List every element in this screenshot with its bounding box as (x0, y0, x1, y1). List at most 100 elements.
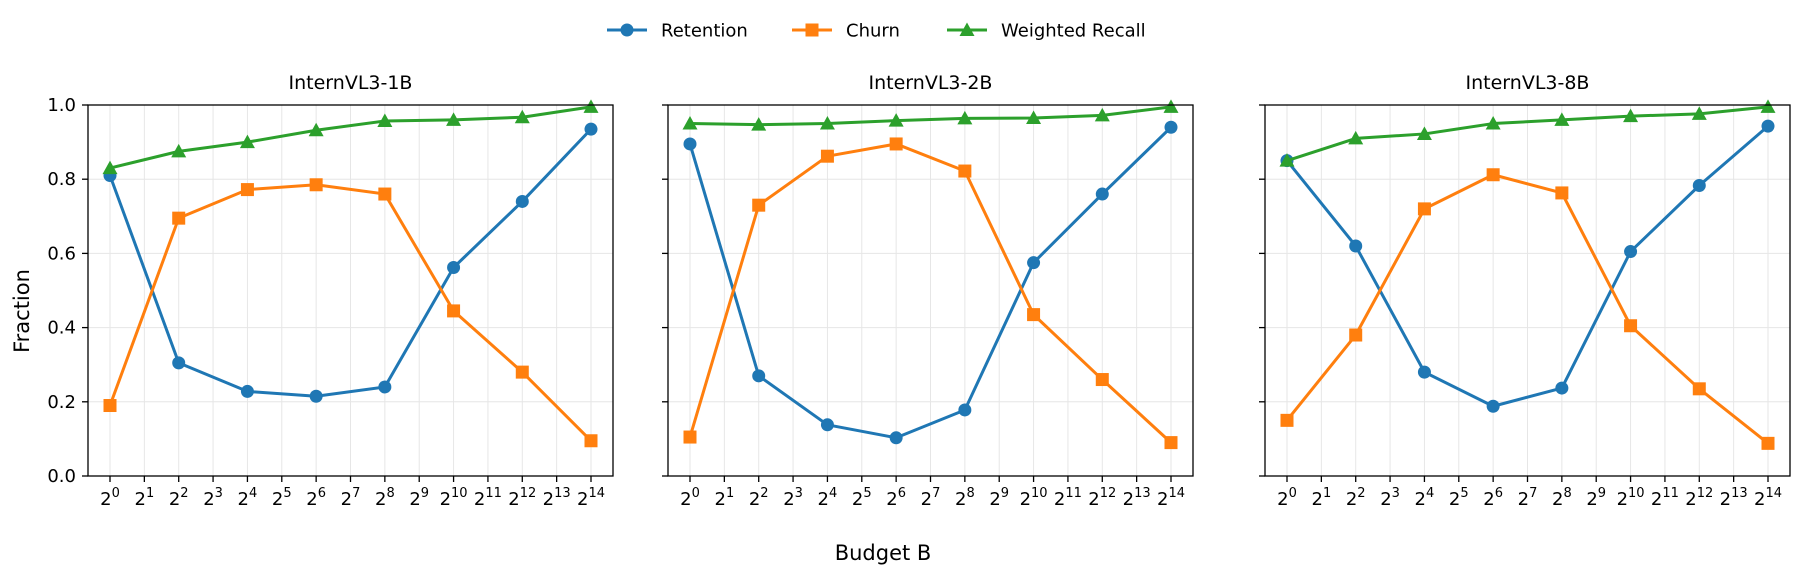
data-point-churn (889, 137, 903, 151)
data-point-churn (172, 211, 186, 225)
series-line-churn (688, 142, 1173, 444)
x-tick-label: 25 (852, 486, 872, 510)
data-point-churn (584, 434, 598, 448)
data-point-weighted-recall (102, 160, 118, 175)
data-point-churn (820, 149, 834, 163)
x-tick-label: 29 (989, 486, 1009, 510)
data-point-churn (958, 164, 972, 178)
x-tick-label: 213 (1720, 486, 1748, 510)
x-tick-label: 25 (1449, 486, 1469, 510)
data-point-retention (820, 418, 834, 432)
data-point-weighted-recall (1623, 108, 1639, 123)
legend-marker-churn (805, 23, 819, 37)
y-tick-label: 0.6 (47, 243, 76, 264)
series-churn (683, 137, 1178, 450)
x-tick-label: 20 (680, 486, 700, 510)
x-tick-label: 23 (783, 486, 803, 510)
chart-panels: InternVL3-1B 0.0 0.2 0.4 0.6 0.8 1.0 20 21 22 23 24… (47, 72, 1791, 510)
data-point-weighted-recall (1691, 106, 1707, 120)
series-churn (1280, 168, 1775, 450)
x-tick-label: 25 (272, 486, 292, 510)
data-point-weighted-recall (888, 113, 904, 127)
x-tick-label: 211 (474, 486, 502, 510)
series-weighted-recall (682, 99, 1179, 131)
data-point-churn (1486, 168, 1500, 182)
legend-item-retention: Retention (607, 21, 748, 42)
x-tick-label: 29 (409, 486, 429, 510)
grid (88, 104, 613, 477)
data-point-churn (309, 178, 323, 192)
plot-frame (87, 104, 614, 477)
data-point-weighted-recall (751, 117, 767, 131)
data-point-churn (683, 430, 697, 444)
legend: Retention Churn Weighted Recall (607, 21, 1146, 42)
x-tick-label: 22 (169, 486, 189, 510)
x-tick-label: 21 (1311, 486, 1331, 510)
x-tick-label: 212 (1088, 486, 1116, 510)
x-tick-label: 212 (1685, 486, 1713, 510)
x-tick-label: 21 (134, 486, 154, 510)
y-tick-label: 0.0 (47, 466, 76, 487)
x-tick-label: 24 (818, 486, 838, 510)
x-tick-label: 20 (1277, 486, 1297, 510)
data-point-weighted-recall (239, 134, 255, 149)
data-point-weighted-recall (1485, 116, 1501, 130)
data-point-retention (1349, 239, 1363, 253)
plot-frame (667, 104, 1194, 477)
x-tick-label: 214 (1157, 486, 1185, 510)
data-point-weighted-recall (957, 110, 973, 125)
data-point-retention (378, 380, 392, 394)
data-point-retention (1486, 399, 1500, 413)
x-tick-label: 214 (1754, 486, 1782, 510)
y-axis-label: Fraction (10, 269, 34, 353)
data-point-retention (1692, 179, 1706, 193)
y-tick-label: 1.0 (47, 95, 76, 116)
data-point-retention (1761, 119, 1775, 133)
data-point-weighted-recall (1760, 99, 1776, 113)
data-point-churn (1761, 436, 1775, 450)
data-point-weighted-recall (1348, 130, 1364, 145)
x-tick-label: 213 (1123, 486, 1151, 510)
panel-title: InternVL3-1B (289, 72, 413, 94)
panel-title: InternVL3-8B (1466, 72, 1590, 94)
data-point-retention (683, 137, 697, 151)
data-point-retention (447, 260, 461, 274)
data-point-churn (1417, 202, 1431, 216)
data-point-weighted-recall (583, 99, 599, 113)
y-tick-label: 0.2 (47, 392, 76, 413)
x-tick-label: 22 (1346, 486, 1366, 510)
series-retention (1280, 119, 1775, 413)
data-point-weighted-recall (1094, 107, 1110, 122)
data-point-weighted-recall (1279, 153, 1295, 167)
x-tick-label: 26 (306, 486, 326, 510)
data-point-retention (1555, 381, 1569, 395)
grid (1265, 104, 1790, 477)
data-point-churn (1624, 319, 1638, 333)
series-line-retention (688, 126, 1173, 440)
x-tick-label: 21 (714, 486, 734, 510)
x-tick-label: 26 (1483, 486, 1503, 510)
data-point-retention (309, 389, 323, 403)
x-tick-label: 28 (375, 486, 395, 510)
series-line-weighted-recall (109, 105, 592, 170)
data-point-retention (1417, 365, 1431, 379)
data-point-churn (1280, 413, 1294, 427)
x-tick-label: 26 (886, 486, 906, 510)
data-point-churn (103, 399, 117, 413)
legend-label-retention: Retention (661, 21, 748, 42)
data-point-weighted-recall (514, 109, 530, 124)
data-point-churn (447, 304, 461, 318)
x-axis-label: Budget B (835, 541, 932, 565)
data-point-churn (378, 187, 392, 201)
x-tick-label: 20 (100, 486, 120, 510)
series-retention (683, 120, 1178, 445)
data-point-churn (1555, 186, 1569, 200)
legend-label-churn: Churn (846, 21, 900, 42)
legend-marker-weighted-recall (959, 22, 975, 36)
chart-panel-internvl3-1b: InternVL3-1B 0.0 0.2 0.4 0.6 0.8 1.0 20 21 22 23 24… (47, 72, 614, 510)
data-point-weighted-recall (377, 113, 393, 127)
x-tick-label: 24 (1415, 486, 1435, 510)
series-weighted-recall (102, 99, 599, 175)
